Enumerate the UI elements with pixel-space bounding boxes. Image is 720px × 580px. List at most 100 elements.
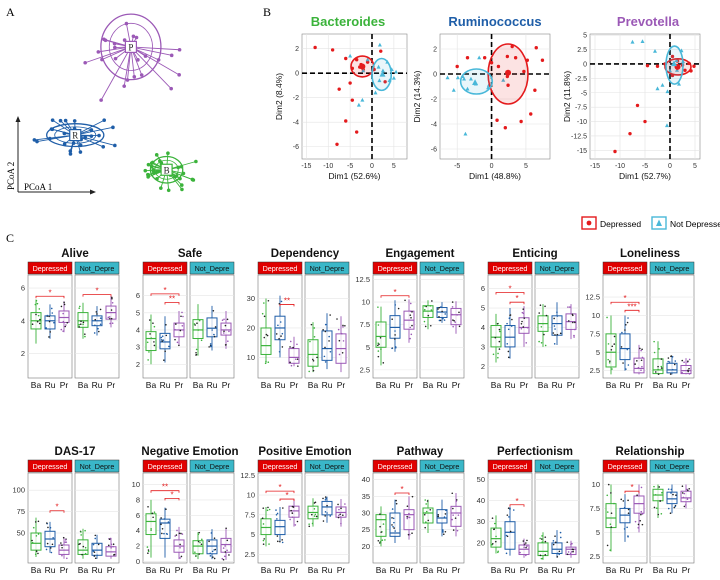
boxplot-y-tick: 6 <box>21 284 25 293</box>
box-jitter-point <box>213 335 216 338</box>
box-jitter-point <box>526 539 528 542</box>
box-jitter-point <box>684 504 687 506</box>
box-jitter-point <box>275 333 278 335</box>
box-x-tick: Ru <box>620 380 631 390</box>
box-jitter-point <box>636 494 638 496</box>
pcoa-point <box>89 134 94 138</box>
box-iqr <box>145 513 157 536</box>
box-jitter-point <box>457 514 460 516</box>
box-jitter-point <box>210 532 213 534</box>
box-jitter-point <box>46 522 48 524</box>
box-jitter-point <box>34 553 37 556</box>
box-jitter-point <box>640 486 643 489</box>
facet-strip-label: Depressed <box>608 264 643 273</box>
box-x-tick: Pr <box>682 565 691 575</box>
box-jitter-point <box>152 516 154 519</box>
box-x-tick: Ru <box>667 565 678 575</box>
box-jitter-point <box>179 557 181 559</box>
boxplot-y-tick: 50 <box>477 475 485 484</box>
box-jitter-point <box>655 507 658 509</box>
box-jitter-point <box>623 528 626 530</box>
significance-bracket <box>380 295 410 298</box>
facet-strip-label: Depressed <box>263 264 298 273</box>
pcoa-point <box>35 139 39 144</box>
significance-stars: * <box>163 286 166 295</box>
box-jitter-point <box>556 315 559 317</box>
box-jitter-point <box>379 513 381 515</box>
box-jitter-point <box>641 523 644 526</box>
boxplot-y-tick: 30 <box>477 517 485 526</box>
box-jitter-point <box>627 364 630 366</box>
box-jitter-point <box>606 316 608 319</box>
box-jitter-point <box>658 486 661 488</box>
pca-x-tick: 0 <box>490 163 494 170</box>
pca-x-label: Dim1 (52.6%) <box>329 171 381 181</box>
box-jitter-point <box>263 336 266 339</box>
box-jitter-point <box>165 532 168 535</box>
box-jitter-point <box>308 523 310 525</box>
pcoa-point <box>136 58 140 62</box>
pca-not-depressed-point <box>477 55 482 60</box>
box-x-tick: Ru <box>552 380 563 390</box>
pcoa-spoke <box>100 46 132 101</box>
pcoa-cluster-box <box>124 40 138 54</box>
box-jitter-point <box>181 533 184 535</box>
facet-strip-not-depressed <box>534 459 580 473</box>
box-jitter-point <box>444 513 447 515</box>
box-jitter-point <box>455 499 458 501</box>
box-jitter-point <box>147 550 150 553</box>
box-x-tick: Ba <box>538 565 549 575</box>
box-jitter-point <box>79 323 82 325</box>
box-jitter-point <box>559 332 562 335</box>
box-jitter-point <box>553 343 556 345</box>
significance-bracket <box>509 301 525 305</box>
box-jitter-point <box>451 313 453 316</box>
box-jitter-point <box>544 305 546 308</box>
box-jitter-point <box>458 311 460 314</box>
pca-x-tick: -15 <box>301 163 311 170</box>
box-jitter-point <box>313 327 316 329</box>
box-jitter-point <box>276 535 279 537</box>
pca-x-label: Dim1 (48.8%) <box>469 171 521 181</box>
box-jitter-point <box>147 552 149 555</box>
boxplot-title: Relationship <box>615 446 684 458</box>
pca-depressed-mean <box>359 63 366 70</box>
box-jitter-point <box>613 335 616 338</box>
boxplot-title: Enticing <box>512 248 557 260</box>
box-jitter-point <box>498 330 501 333</box>
box-jitter-point <box>657 513 660 516</box>
facet-strip-depressed <box>27 459 73 473</box>
box-jitter-point <box>34 521 37 523</box>
box-iqr <box>145 331 157 352</box>
box-jitter-point <box>654 493 657 496</box>
pca-depressed-point <box>482 56 487 60</box>
pca-y-tick: -7.5 <box>575 105 587 112</box>
pca-depressed-point <box>350 98 355 102</box>
pca-not-depressed-point <box>394 69 399 74</box>
box-jitter-point <box>60 328 63 331</box>
pcoa-point <box>146 162 151 167</box>
significance-stars: ** <box>162 483 168 492</box>
facet-strip-depressed <box>257 459 303 473</box>
pcoa-point <box>101 144 106 149</box>
significance-stars: * <box>508 284 511 293</box>
legend-not-depressed-triangle <box>656 219 662 226</box>
box-jitter-point <box>50 551 53 554</box>
box-jitter-point <box>438 306 441 309</box>
box-jitter-point <box>281 346 284 348</box>
box-jitter-point <box>544 540 547 543</box>
pcoa-y-label: PCoA 2 <box>6 162 16 190</box>
box-x-tick: Pr <box>290 565 299 575</box>
box-x-tick: Ba <box>308 565 319 575</box>
significance-bracket <box>624 490 640 494</box>
box-jitter-point <box>456 314 458 316</box>
box-jitter-point <box>224 324 227 327</box>
box-jitter-point <box>557 552 559 555</box>
box-jitter-point <box>425 503 427 505</box>
box-x-tick: Pr <box>107 565 116 575</box>
pcoa-cluster-label: B <box>164 165 170 175</box>
box-jitter-point <box>409 310 412 313</box>
box-jitter-point <box>97 327 99 330</box>
box-jitter-point <box>48 315 50 318</box>
